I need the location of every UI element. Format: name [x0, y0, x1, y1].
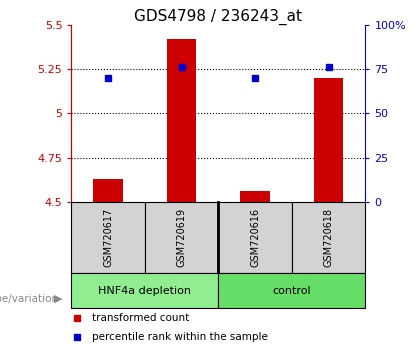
Text: HNF4a depletion: HNF4a depletion [98, 286, 192, 296]
Bar [71, 202, 145, 273]
Bar [145, 202, 218, 273]
Bar [314, 78, 344, 202]
Bar [292, 202, 365, 273]
Bar [218, 202, 292, 273]
Text: GSM720616: GSM720616 [250, 208, 260, 267]
Text: transformed count: transformed count [92, 313, 189, 323]
Text: genotype/variation: genotype/variation [0, 293, 59, 304]
Text: GSM720617: GSM720617 [103, 208, 113, 267]
Text: ▶: ▶ [54, 293, 62, 304]
Bar [71, 273, 218, 308]
Bar [94, 179, 123, 202]
Bar [241, 191, 270, 202]
Text: GSM720619: GSM720619 [177, 208, 186, 267]
Bar [218, 273, 365, 308]
Text: GSM720618: GSM720618 [324, 208, 333, 267]
Title: GDS4798 / 236243_at: GDS4798 / 236243_at [134, 8, 302, 25]
Text: control: control [273, 286, 311, 296]
Bar [167, 39, 197, 202]
Text: percentile rank within the sample: percentile rank within the sample [92, 332, 268, 342]
